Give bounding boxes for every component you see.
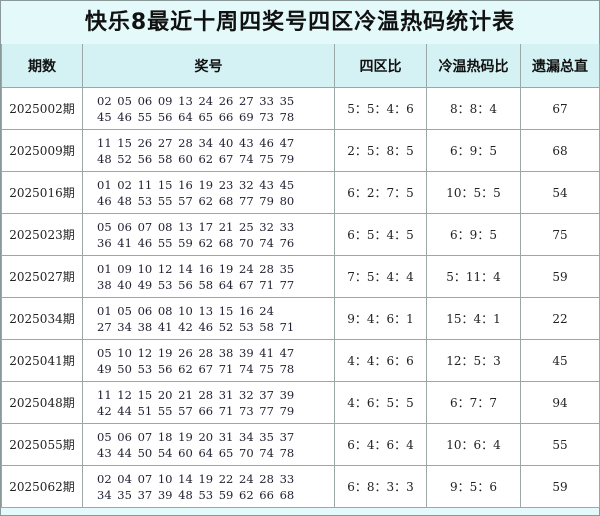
table-row: 2025009期 11 15 26 27 28 34 40 43 46 47 48 … [1, 129, 600, 172]
number-line: 02 05 06 09 13 24 26 27 33 35 [97, 93, 295, 108]
omission-cell: 75 [520, 213, 600, 256]
numbers-cell: 01 02 11 15 16 19 23 32 43 45 46 48 53 55… [82, 171, 335, 214]
table-row: 2025023期 05 06 07 08 13 17 21 25 32 33 36 … [1, 213, 600, 256]
zone-ratio-cell: 6：5：4：5 [334, 213, 427, 256]
column-header: 遗漏总直 [520, 44, 600, 88]
numbers-cell: 01 09 10 12 14 16 19 24 28 35 38 40 49 53… [82, 255, 335, 298]
temp-ratio-cell: 6：9：5 [426, 129, 521, 172]
table-row: 2025027期 01 09 10 12 14 16 19 24 28 35 38 … [1, 255, 600, 298]
header-row: 期数 奖号 四区比 冷温热码比 遗漏总直 [1, 44, 600, 88]
numbers-cell: 02 05 06 09 13 24 26 27 33 35 45 46 55 56… [82, 87, 335, 130]
zone-ratio-cell: 2：5：8：5 [334, 129, 427, 172]
table-row: 2025034期 01 05 06 08 10 13 15 16 24 27 34 … [1, 297, 600, 340]
zone-ratio-cell: 9：4：6：1 [334, 297, 427, 340]
temp-ratio-cell: 12：5：3 [426, 339, 521, 382]
column-header: 四区比 [334, 44, 427, 88]
temp-ratio-cell: 9：5：6 [426, 465, 521, 508]
number-line: 01 02 11 15 16 19 23 32 43 45 [97, 177, 295, 192]
table-title: 快乐8最近十周四奖号四区冷温热码统计表 [84, 10, 516, 35]
temp-ratio-cell: 10：5：5 [426, 171, 521, 214]
issue-cell: 2025023期 [1, 213, 83, 256]
table-row: 2025016期 01 02 11 15 16 19 23 32 43 45 46 … [1, 171, 600, 214]
number-line: 11 15 26 27 28 34 40 43 46 47 [97, 135, 295, 150]
number-line: 38 40 49 53 56 58 64 67 71 77 [97, 277, 295, 292]
numbers-cell: 05 06 07 08 13 17 21 25 32 33 36 41 46 55… [82, 213, 335, 256]
column-header: 奖号 [82, 44, 335, 88]
number-line: 27 34 38 41 42 46 52 53 58 71 [97, 319, 295, 334]
omission-cell: 55 [520, 423, 600, 466]
numbers-cell: 05 10 12 19 26 28 38 39 41 47 49 50 53 56… [82, 339, 335, 382]
issue-cell: 2025041期 [1, 339, 83, 382]
table-row: 2025048期 11 12 15 20 21 28 31 32 37 39 42 … [1, 381, 600, 424]
omission-cell: 59 [520, 255, 600, 298]
number-line: 05 06 07 18 19 20 31 34 35 37 [97, 429, 295, 444]
issue-cell: 2025034期 [1, 297, 83, 340]
number-line: 34 35 37 39 48 53 59 62 66 68 [97, 487, 295, 502]
issue-cell: 2025009期 [1, 129, 83, 172]
omission-cell: 59 [520, 465, 600, 508]
numbers-cell: 11 12 15 20 21 28 31 32 37 39 42 44 51 55… [82, 381, 335, 424]
omission-cell: 67 [520, 87, 600, 130]
temp-ratio-cell: 5：11：4 [426, 255, 521, 298]
temp-ratio-cell: 6：7：7 [426, 381, 521, 424]
temp-ratio-cell: 6：9：5 [426, 213, 521, 256]
zone-ratio-cell: 5：5：4：6 [334, 87, 427, 130]
zone-ratio-cell: 4：6：5：5 [334, 381, 427, 424]
omission-cell: 45 [520, 339, 600, 382]
omission-cell: 54 [520, 171, 600, 214]
number-line: 42 44 51 55 57 66 71 73 77 79 [97, 403, 295, 418]
number-line: 05 06 07 08 13 17 21 25 32 33 [97, 219, 295, 234]
number-line: 01 09 10 12 14 16 19 24 28 35 [97, 261, 295, 276]
number-line: 48 52 56 58 60 62 67 74 75 79 [97, 151, 295, 166]
issue-cell: 2025027期 [1, 255, 83, 298]
table-body: 2025002期 02 05 06 09 13 24 26 27 33 35 45 … [1, 87, 600, 508]
omission-cell: 22 [520, 297, 600, 340]
column-header: 期数 [1, 44, 83, 88]
numbers-cell: 01 05 06 08 10 13 15 16 24 27 34 38 41 42… [82, 297, 335, 340]
number-line: 43 44 50 54 60 64 65 70 74 78 [97, 445, 295, 460]
zone-ratio-cell: 6：2：7：5 [334, 171, 427, 214]
number-line: 02 04 07 10 14 19 22 24 28 33 [97, 471, 295, 486]
zone-ratio-cell: 6：8：3：3 [334, 465, 427, 508]
number-line: 46 48 53 55 57 62 68 77 79 80 [97, 193, 295, 208]
stats-table: 期数 奖号 四区比 冷温热码比 遗漏总直 2025002期 02 05 06 09 13 … [1, 44, 600, 508]
table-row: 2025055期 05 06 07 18 19 20 31 34 35 37 43 … [1, 423, 600, 466]
zone-ratio-cell: 7：5：4：4 [334, 255, 427, 298]
number-line: 05 10 12 19 26 28 38 39 41 47 [97, 345, 295, 360]
zone-ratio-cell: 6：4：6：4 [334, 423, 427, 466]
temp-ratio-cell: 8：8：4 [426, 87, 521, 130]
table-row: 2025002期 02 05 06 09 13 24 26 27 33 35 45 … [1, 87, 600, 130]
number-line: 36 41 46 55 59 62 68 70 74 76 [97, 235, 295, 250]
number-line: 45 46 55 56 64 65 66 69 73 78 [97, 109, 295, 124]
number-line: 11 12 15 20 21 28 31 32 37 39 [97, 387, 295, 402]
temp-ratio-cell: 15：4：1 [426, 297, 521, 340]
table-row: 2025062期 02 04 07 10 14 19 22 24 28 33 34 … [1, 465, 600, 508]
issue-cell: 2025062期 [1, 465, 83, 508]
number-line: 01 05 06 08 10 13 15 16 24 [97, 303, 274, 318]
issue-cell: 2025055期 [1, 423, 83, 466]
number-line: 49 50 53 56 62 67 71 74 75 78 [97, 361, 295, 376]
issue-cell: 2025048期 [1, 381, 83, 424]
temp-ratio-cell: 10：6：4 [426, 423, 521, 466]
numbers-cell: 02 04 07 10 14 19 22 24 28 33 34 35 37 39… [82, 465, 335, 508]
issue-cell: 2025002期 [1, 87, 83, 130]
zone-ratio-cell: 4：4：6：6 [334, 339, 427, 382]
omission-cell: 94 [520, 381, 600, 424]
table-row: 2025041期 05 10 12 19 26 28 38 39 41 47 49 … [1, 339, 600, 382]
column-header: 冷温热码比 [426, 44, 521, 88]
numbers-cell: 11 15 26 27 28 34 40 43 46 47 48 52 56 58… [82, 129, 335, 172]
issue-cell: 2025016期 [1, 171, 83, 214]
numbers-cell: 05 06 07 18 19 20 31 34 35 37 43 44 50 54… [82, 423, 335, 466]
omission-cell: 68 [520, 129, 600, 172]
